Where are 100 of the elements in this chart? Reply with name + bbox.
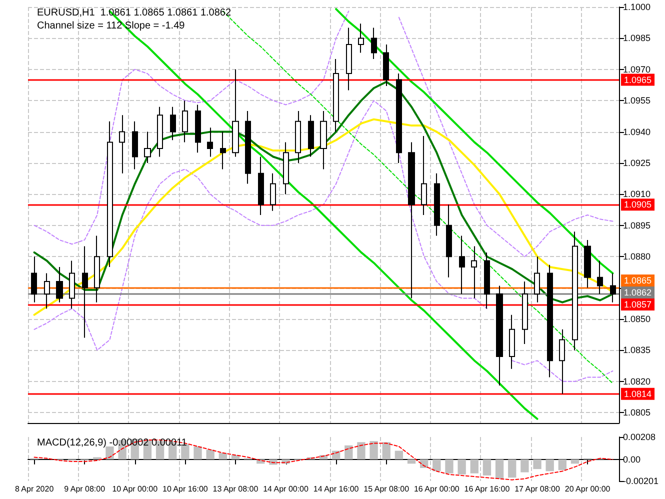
candlestick <box>283 142 289 195</box>
candlestick <box>371 27 377 60</box>
candlestick <box>446 204 452 278</box>
candlestick <box>610 272 616 303</box>
candlestick <box>220 131 226 170</box>
candlestick <box>396 73 402 164</box>
candlestick <box>471 246 477 299</box>
y-tick-label: -0.00201 <box>623 476 659 486</box>
bar <box>570 459 580 464</box>
candlestick <box>559 328 565 394</box>
text: Channel size = 112 Slope = -1.49 <box>37 20 186 32</box>
candlestick <box>94 235 100 303</box>
candlestick <box>484 252 490 310</box>
x-tick-label: 16 Apr 16:00 <box>464 484 510 494</box>
y-tick-label: 1.0835 <box>623 345 651 356</box>
ref-line-label: 1.0862 <box>624 287 652 298</box>
candlestick <box>182 100 188 143</box>
candlestick <box>144 131 151 164</box>
line-series <box>33 80 614 304</box>
bar <box>520 459 529 472</box>
candlestick <box>132 120 138 170</box>
candlestick <box>346 27 352 91</box>
candlestick <box>572 231 578 351</box>
candlestick <box>170 106 176 141</box>
candlestick <box>522 281 528 344</box>
y-tick-label: 1.0820 <box>623 376 651 386</box>
y-tick-label: 1.0895 <box>623 220 651 230</box>
bar <box>445 459 454 474</box>
bar <box>357 442 366 460</box>
bar <box>394 450 404 460</box>
candlestick <box>408 142 415 299</box>
bar <box>508 459 516 478</box>
candlestick <box>308 114 314 158</box>
candlestick <box>597 260 603 295</box>
y-tick-label: 1.0805 <box>623 408 651 418</box>
candlestick <box>333 58 339 132</box>
candlestick <box>195 104 201 154</box>
x-tick-label: 8 Apr 2020 <box>14 484 54 494</box>
x-tick-label: 13 Apr 08:00 <box>212 484 259 494</box>
candlestick <box>459 235 465 295</box>
x-tick-label: 14 Apr 16:00 <box>313 484 360 494</box>
x-tick-label: 20 Apr 00:00 <box>564 484 611 494</box>
bar <box>206 450 214 460</box>
candlestick <box>119 114 125 174</box>
ref-line-label: 1.0905 <box>624 200 652 210</box>
candlestick <box>547 264 553 378</box>
bar <box>495 459 504 479</box>
candlestick <box>245 110 251 184</box>
line-series <box>335 8 614 274</box>
bar <box>458 459 466 474</box>
candlestick <box>258 156 264 216</box>
x-tick-label: 15 Apr 08:00 <box>364 484 410 494</box>
y-tick-label: 1.0985 <box>623 33 651 44</box>
bar <box>218 452 227 460</box>
candlestick <box>82 246 88 338</box>
x-tick-label: 14 Apr 00:00 <box>263 484 310 494</box>
candlestick <box>534 256 540 303</box>
bar <box>370 441 378 460</box>
candlestick <box>56 266 63 303</box>
y-tick-label: 0.00 <box>623 454 641 464</box>
candlestick <box>358 23 364 54</box>
bar <box>407 459 416 464</box>
y-tick-label: 1.0925 <box>623 158 651 168</box>
candlestick <box>270 172 276 212</box>
y-tick-label: 1.0970 <box>623 64 651 74</box>
x-tick-label: 9 Apr 08:00 <box>64 484 106 494</box>
candlestick <box>44 272 50 310</box>
candlestick <box>421 135 427 216</box>
y-tick-label: 1.0850 <box>623 314 651 324</box>
x-tick-label: 10 Apr 00:00 <box>112 484 158 494</box>
candlestick <box>207 127 213 158</box>
bar <box>106 446 114 460</box>
bar <box>546 459 554 472</box>
y-tick-label: 1.0955 <box>623 96 651 106</box>
candlestick <box>383 44 389 87</box>
ref-line-label: 1.0857 <box>624 299 652 310</box>
y-tick-label: 1.0880 <box>623 252 651 262</box>
y-tick-label: 1.0940 <box>623 126 651 137</box>
candlestick <box>69 260 75 310</box>
bar <box>558 459 566 470</box>
candlestick <box>496 285 503 386</box>
y-tick-label: 1.0910 <box>623 189 651 200</box>
candlestick <box>434 172 440 236</box>
x-tick-label: 10 Apr 16:00 <box>162 484 208 494</box>
candlestick <box>157 106 163 158</box>
candlestick <box>232 68 239 158</box>
candlestick <box>584 239 591 288</box>
x-tick-label: 17 Apr 08:00 <box>514 484 560 494</box>
bar <box>194 446 202 460</box>
ref-line-label: 1.0865 <box>624 275 652 286</box>
candlestick <box>320 110 327 170</box>
bar <box>482 459 492 476</box>
candlestick <box>31 256 37 303</box>
y-tick-label: 0.00208 <box>623 432 656 442</box>
x-tick-label: 16 Apr 00:00 <box>414 484 460 494</box>
candlestick <box>295 110 301 164</box>
bar <box>344 445 353 460</box>
ref-line-label: 1.0965 <box>624 74 652 85</box>
line-series <box>34 440 614 480</box>
ref-line-label: 1.0814 <box>624 388 652 399</box>
